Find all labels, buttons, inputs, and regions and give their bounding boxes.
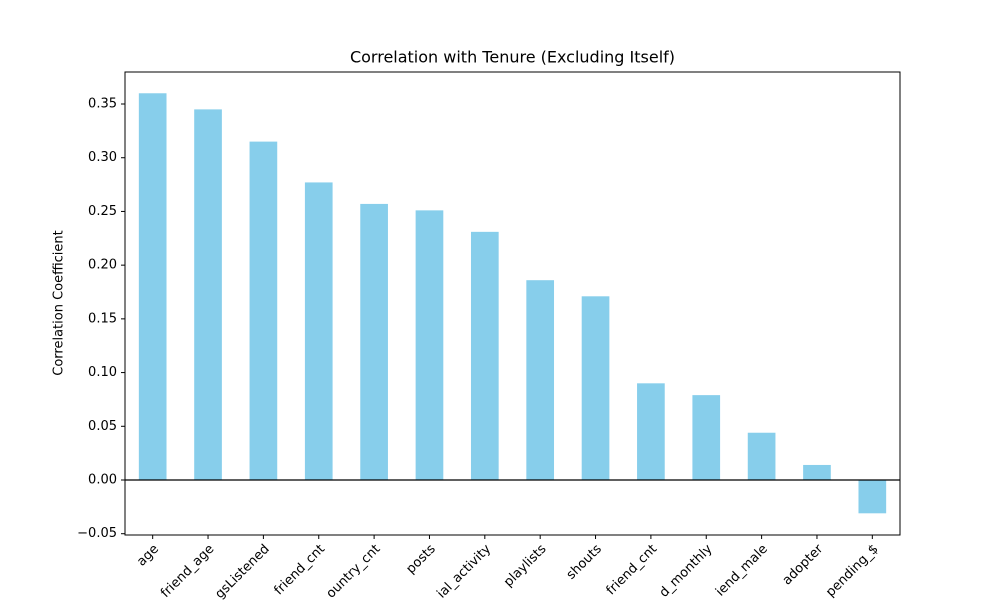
y-tick-label: 0.05 [88,419,117,434]
y-tick-label: 0.00 [88,472,117,487]
plot-frame [124,71,901,536]
bar [692,395,721,480]
y-tick-label: 0.15 [88,311,117,326]
y-tick-label: 0.10 [88,365,117,380]
bar [194,109,222,480]
y-tick-label: 0.35 [88,97,117,112]
bar [858,479,887,514]
y-tick-label: 0.20 [88,258,117,273]
bar [304,182,333,480]
y-tick-label: 0.30 [88,150,117,165]
chart-title: Correlation with Tenure (Excluding Itsel… [350,48,675,67]
bar [803,464,831,480]
bar [138,93,167,480]
bar [747,432,776,480]
y-tick-label: 0.25 [88,204,117,219]
bar [581,296,610,480]
bar [249,141,278,480]
y-axis-label: Correlation Coefficient [52,230,67,376]
bar [415,210,444,480]
bar [637,383,665,480]
y-tick-label: −0.05 [77,526,117,541]
bar [526,280,555,480]
bar [470,231,499,480]
bar [360,203,388,480]
